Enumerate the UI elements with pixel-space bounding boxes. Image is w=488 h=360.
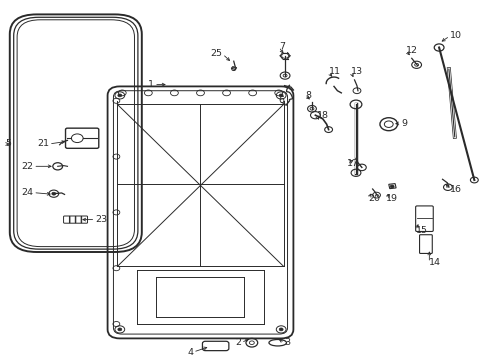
- Text: 8: 8: [305, 91, 311, 100]
- Text: 22: 22: [21, 162, 33, 171]
- Text: 10: 10: [449, 31, 461, 40]
- Text: 11: 11: [328, 68, 340, 77]
- Circle shape: [279, 328, 283, 331]
- Text: 17: 17: [346, 159, 359, 168]
- Text: 16: 16: [449, 184, 461, 194]
- Text: 4: 4: [187, 348, 193, 356]
- Text: 21: 21: [37, 139, 49, 148]
- Text: 20: 20: [368, 194, 380, 203]
- Text: 23: 23: [95, 215, 107, 224]
- Text: 9: 9: [400, 118, 406, 127]
- Text: 3: 3: [284, 338, 290, 347]
- Text: 7: 7: [278, 42, 284, 51]
- Text: 18: 18: [316, 111, 328, 120]
- Text: 5: 5: [5, 139, 11, 148]
- Text: 12: 12: [405, 46, 417, 55]
- Text: 19: 19: [386, 194, 398, 203]
- Text: 24: 24: [21, 188, 33, 197]
- Circle shape: [279, 94, 283, 97]
- Text: 15: 15: [415, 226, 427, 235]
- Text: 1: 1: [148, 80, 154, 89]
- Circle shape: [389, 185, 393, 188]
- Circle shape: [118, 328, 122, 331]
- Circle shape: [118, 94, 122, 97]
- Text: 6: 6: [278, 96, 284, 105]
- Text: 2: 2: [235, 338, 241, 347]
- Text: 25: 25: [210, 49, 222, 58]
- Circle shape: [52, 192, 56, 195]
- Text: 13: 13: [350, 68, 363, 77]
- Text: 14: 14: [428, 258, 441, 267]
